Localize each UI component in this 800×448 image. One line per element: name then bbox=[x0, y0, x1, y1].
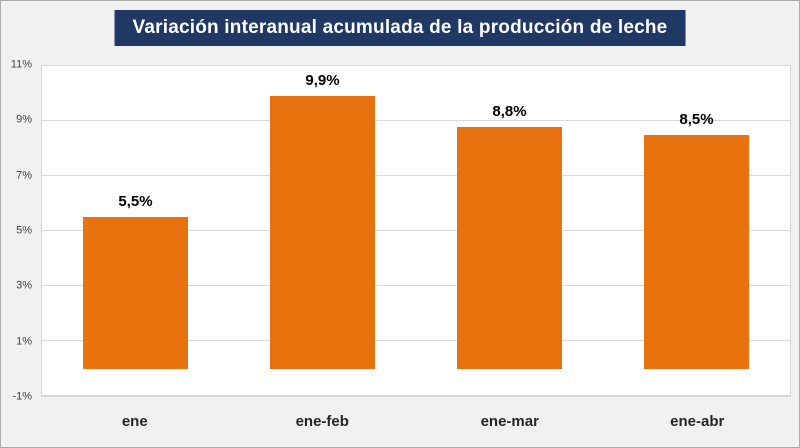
gridline bbox=[42, 285, 790, 286]
bar-ene bbox=[83, 217, 188, 369]
y-tick-label: 11% bbox=[10, 58, 32, 71]
y-tick-label: 3% bbox=[16, 279, 32, 292]
y-axis: -1% 1% 3% 5% 7% 9% 11% bbox=[1, 59, 37, 402]
y-tick-label: 7% bbox=[16, 169, 32, 182]
x-axis: ene ene-feb ene-mar ene-abr bbox=[41, 403, 791, 443]
x-tick-label-ene-abr: ene-abr bbox=[670, 413, 725, 430]
bar-value-label: 8,5% bbox=[679, 110, 714, 128]
bar-ene-mar bbox=[457, 126, 562, 369]
x-tick-label-ene: ene bbox=[121, 413, 148, 430]
gridline bbox=[42, 340, 790, 341]
y-tick-label: 5% bbox=[16, 224, 32, 237]
x-tick-label-ene-feb: ene-feb bbox=[295, 413, 349, 430]
gridline bbox=[42, 230, 790, 231]
bar-column-ene-mar: 8,8% bbox=[416, 66, 603, 396]
bar-ene-feb bbox=[270, 96, 375, 369]
y-tick-label: 9% bbox=[16, 113, 32, 126]
gridline bbox=[42, 120, 790, 121]
bar-column-ene-abr: 8,5% bbox=[603, 66, 790, 396]
chart-title: Variación interanual acumulada de la pro… bbox=[114, 10, 686, 46]
gridline bbox=[42, 395, 790, 396]
gridline bbox=[42, 65, 790, 66]
bar-column-ene-feb: 9,9% bbox=[229, 66, 416, 396]
bar-ene-abr bbox=[644, 134, 749, 369]
y-tick-label: 1% bbox=[16, 335, 32, 348]
y-tick-label: -1% bbox=[12, 390, 32, 403]
plot-area: 5,5% 9,9% 8,8% 8,5% bbox=[41, 65, 791, 397]
x-tick-label-ene-mar: ene-mar bbox=[480, 413, 539, 430]
gridline bbox=[42, 175, 790, 176]
bar-value-label: 9,9% bbox=[305, 72, 340, 90]
bar-value-label: 5,5% bbox=[118, 193, 153, 211]
bar-column-ene: 5,5% bbox=[42, 66, 229, 396]
bars-container: 5,5% 9,9% 8,8% 8,5% bbox=[42, 66, 790, 396]
bar-value-label: 8,8% bbox=[492, 102, 527, 120]
